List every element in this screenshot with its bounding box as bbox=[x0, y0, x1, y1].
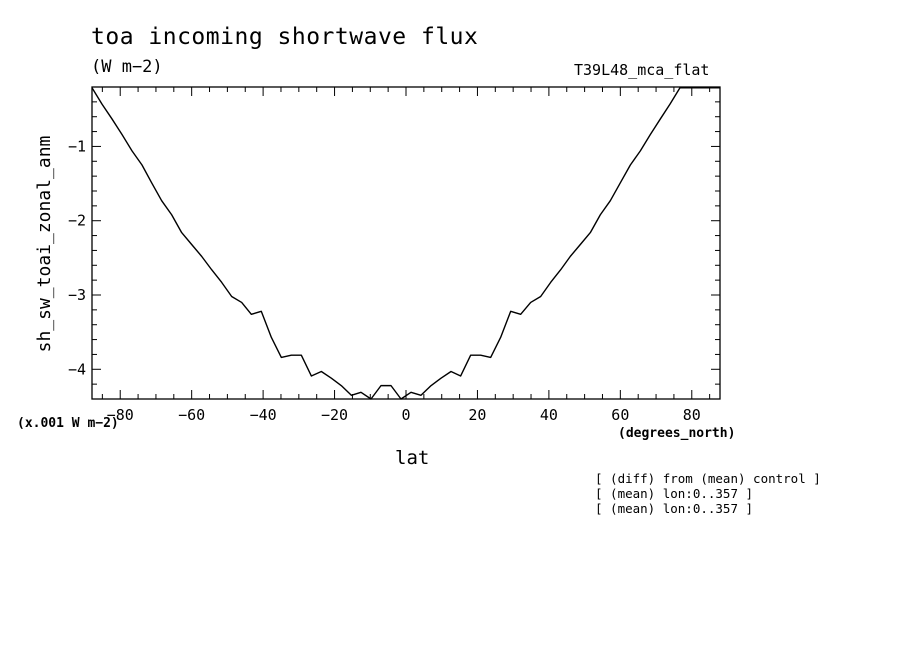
y-tick-label: −3 bbox=[68, 286, 86, 304]
x-tick-label: −60 bbox=[178, 406, 205, 424]
note-line: [ (diff) from (mean) control ] bbox=[595, 471, 821, 486]
plot-frame bbox=[91, 86, 721, 400]
x-tick-label: −20 bbox=[321, 406, 348, 424]
x-axis-units: (degrees_north) bbox=[618, 426, 736, 441]
run-label: T39L48_mca_flat bbox=[574, 61, 710, 79]
note-line: [ (mean) lon:0..357 ] bbox=[595, 501, 754, 516]
y-axis-ticks: −4 −3 −2 −1 bbox=[68, 86, 720, 400]
x-axis-ticks: −80 −60 −40 −20 0 20 40 60 80 bbox=[101, 87, 711, 424]
x-axis-label: lat bbox=[395, 447, 430, 469]
note-line: [ (mean) lon:0..357 ] bbox=[595, 486, 754, 501]
x-tick-label: 40 bbox=[540, 406, 558, 424]
y-tick-label: −4 bbox=[68, 360, 86, 378]
series-line bbox=[91, 87, 720, 400]
y-tick-label: −1 bbox=[68, 137, 86, 155]
chart-units: (W m−2) bbox=[91, 57, 163, 77]
processing-notes: [ (diff) from (mean) control ] [ (mean) … bbox=[595, 471, 821, 516]
x-tick-label: 20 bbox=[468, 406, 486, 424]
x-tick-label: 0 bbox=[401, 406, 410, 424]
x-tick-label: −80 bbox=[107, 406, 134, 424]
chart-title: toa incoming shortwave flux bbox=[91, 24, 479, 50]
plot-border bbox=[91, 86, 721, 400]
x-tick-label: −40 bbox=[250, 406, 277, 424]
x-tick-label: 60 bbox=[611, 406, 629, 424]
y-scale-note: (x.001 W m−2) bbox=[17, 416, 119, 431]
y-axis-label: sh_sw_toai_zonal_anm bbox=[34, 135, 55, 353]
x-tick-label: 80 bbox=[683, 406, 701, 424]
series-group bbox=[91, 87, 720, 400]
y-tick-label: −2 bbox=[68, 212, 86, 230]
